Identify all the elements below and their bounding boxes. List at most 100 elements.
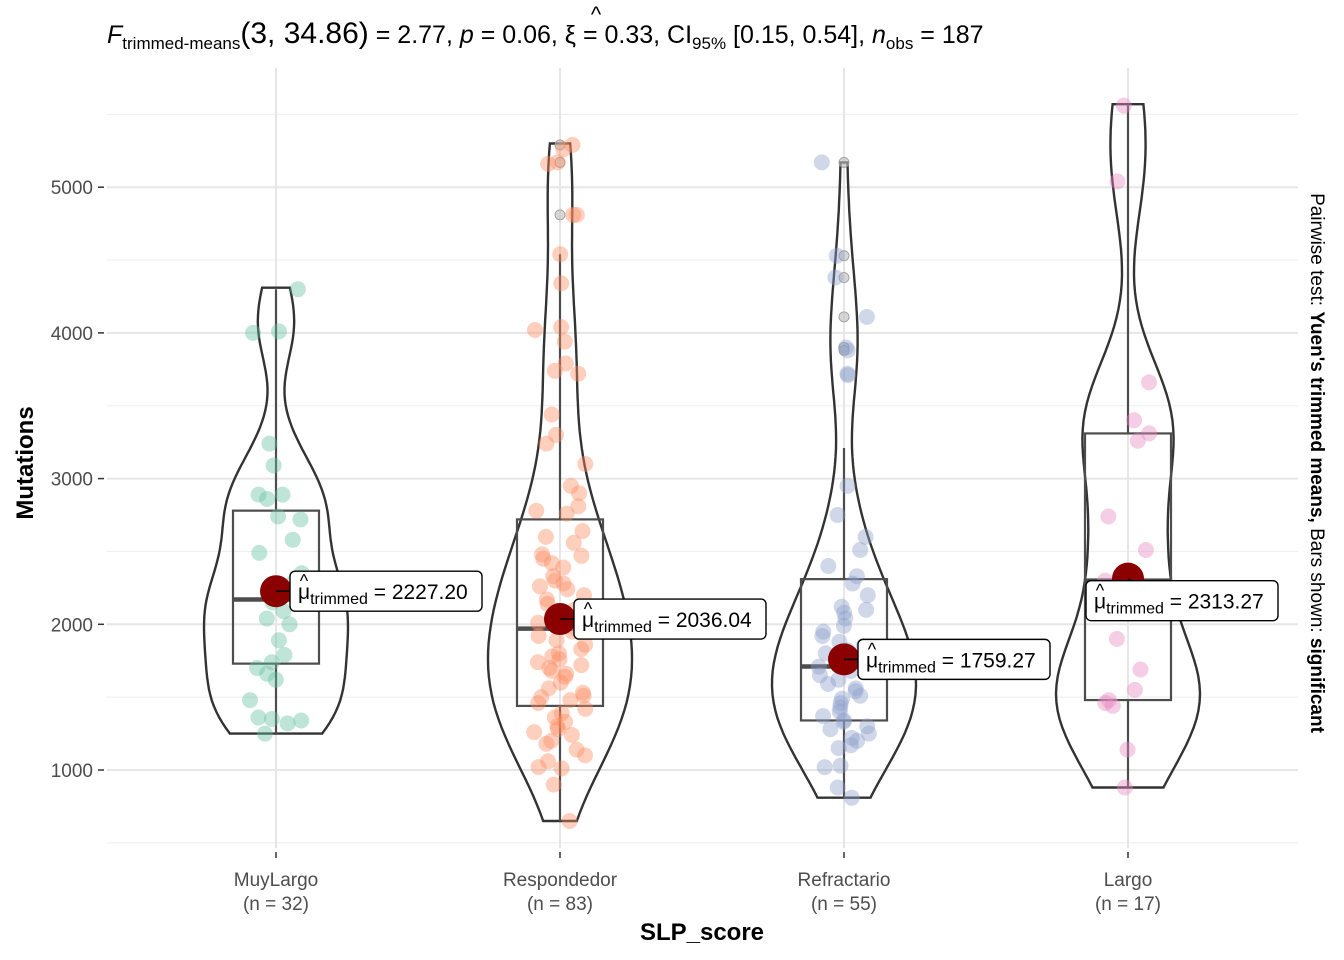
data-point-refractario [839, 477, 856, 494]
mean-label-muylargo: μtrimmed = 2227.20 [298, 581, 468, 608]
data-point-respondedor [552, 674, 569, 691]
title-ci-value: [0.15, 0.54], [726, 21, 872, 49]
x-tick-n-refractario: (n = 55) [811, 894, 877, 915]
x-tick-label-muylargo: MuyLargo [234, 870, 319, 891]
data-point-respondedor [527, 322, 543, 338]
x-tick-label-refractario: Refractario [798, 870, 891, 891]
data-point-respondedor [549, 718, 566, 735]
data-point-muylargo [276, 646, 293, 663]
data-point-refractario [814, 628, 831, 644]
data-point-refractario [835, 617, 852, 634]
data-point-respondedor [551, 651, 568, 668]
data-point-respondedor [556, 668, 573, 685]
data-point-muylargo [293, 712, 310, 729]
data-point-muylargo [274, 486, 291, 503]
data-point-respondedor [549, 154, 566, 171]
data-point-refractario [832, 699, 849, 716]
title-stat: F [107, 21, 124, 49]
axes: 1000 2000 3000 4000 5000 MuyLargo (n = 32) Resp… [51, 178, 1161, 915]
chart-title: Ftrimmed-means(3, 34.86) = 2.77, p = 0.0… [107, 17, 984, 53]
mean-label-largo: μtrimmed = 2313.27 [1094, 591, 1264, 618]
title-effect-hat: ^ [591, 2, 602, 27]
data-point-muylargo [258, 610, 275, 627]
data-point-largo [1115, 97, 1132, 114]
data-point-respondedor [546, 709, 563, 726]
data-point-respondedor [559, 581, 576, 598]
data-point-refractario [815, 708, 832, 725]
data-point-refractario [847, 683, 864, 700]
data-point-respondedor [555, 559, 572, 576]
data-point-respondedor [573, 641, 590, 658]
data-point-refractario [835, 713, 852, 730]
data-point-refractario [815, 623, 832, 640]
data-point-refractario [827, 269, 844, 286]
data-point-respondedor [574, 523, 591, 540]
data-point-refractario [843, 729, 860, 746]
data-point-largo [1100, 692, 1117, 709]
data-point-muylargo [249, 660, 266, 676]
data-point-refractario [860, 725, 877, 742]
data-point-largo [1109, 173, 1126, 190]
data-point-largo [1129, 432, 1146, 449]
data-point-muylargo [259, 491, 276, 507]
data-point-refractario [852, 542, 869, 558]
title-df: (3, 34.86) [240, 17, 368, 50]
data-point-respondedor [530, 614, 547, 631]
data-point-refractario [828, 247, 845, 264]
data-point-respondedor [547, 572, 563, 589]
y-tick-label: 2000 [51, 615, 93, 636]
mean-label-respondedor: μtrimmed = 2036.04 [582, 609, 752, 636]
data-point-respondedor [564, 136, 581, 153]
violin-largo [1054, 103, 1202, 789]
y-tick-label: 5000 [51, 178, 93, 199]
data-point-respondedor [541, 660, 558, 676]
data-point-muylargo [250, 709, 267, 726]
data-point-respondedor [544, 648, 561, 665]
data-point-respondedor [553, 705, 570, 722]
x-tick-label-respondedor: Respondedor [503, 870, 618, 891]
data-point-refractario [831, 703, 848, 720]
data-point-respondedor [563, 727, 580, 743]
data-point-respondedor [552, 246, 569, 263]
outlier-point [554, 139, 566, 151]
data-point-respondedor [530, 628, 547, 644]
data-point-respondedor [553, 760, 570, 777]
data-point-respondedor [540, 155, 557, 172]
data-point-respondedor [570, 365, 587, 382]
data-point-muylargo [275, 603, 292, 620]
data-point-refractario [820, 676, 837, 692]
data-point-refractario [839, 367, 856, 384]
data-point-refractario [852, 687, 869, 704]
data-point-respondedor [562, 692, 579, 709]
violins [202, 103, 1202, 823]
data-point-respondedor [573, 547, 590, 564]
data-point-respondedor [530, 654, 546, 671]
data-point-refractario [822, 721, 839, 738]
data-point-muylargo [242, 692, 258, 709]
data-point-muylargo [256, 725, 273, 742]
data-point-respondedor [546, 362, 563, 379]
data-point-respondedor [562, 477, 579, 494]
mean-label-hat: ^ [868, 639, 877, 659]
data-point-muylargo [250, 486, 267, 503]
title-ci-sub: 95% [692, 34, 726, 53]
caption-middle: Bars shown: [1306, 523, 1327, 638]
data-point-refractario [829, 507, 846, 523]
data-point-largo [1141, 425, 1158, 442]
data-point-largo [1119, 741, 1136, 758]
title-n-sub: obs [886, 34, 913, 53]
outlier-point [838, 272, 850, 283]
data-point-refractario [834, 690, 850, 707]
x-axis-title: SLP_score [640, 919, 764, 946]
data-point-muylargo [270, 632, 287, 649]
data-point-respondedor [565, 206, 582, 223]
data-point-muylargo [270, 508, 287, 525]
data-point-refractario [836, 604, 853, 621]
data-point-respondedor [538, 735, 555, 752]
data-point-respondedor [548, 632, 565, 649]
data-point-respondedor [526, 724, 543, 741]
y-tick-label: 4000 [51, 324, 93, 345]
data-point-refractario [859, 718, 876, 735]
data-point-largo [1116, 779, 1133, 796]
